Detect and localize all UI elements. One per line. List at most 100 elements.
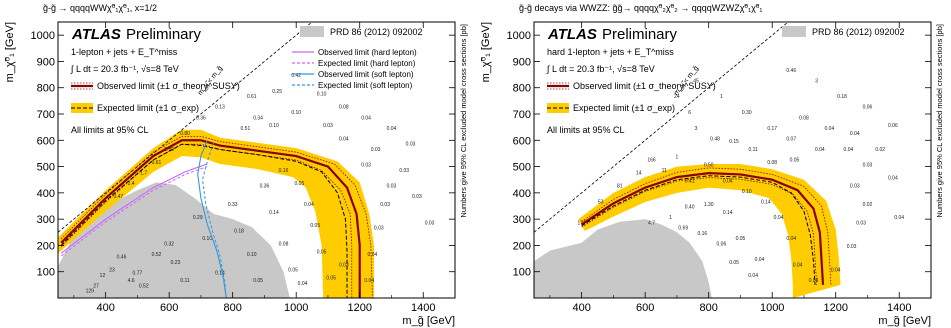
xsec-value: 0.04 — [774, 215, 784, 221]
xsec-value: 0.04 — [723, 178, 733, 184]
xsec-value: 24 — [674, 94, 680, 100]
y-tick-label: 900 — [513, 56, 531, 68]
xsec-value: 0.10 — [202, 236, 212, 242]
xsec-value: 0.04 — [361, 115, 371, 121]
xsec-value: 0.04 — [815, 147, 825, 153]
plot-frame — [533, 21, 932, 299]
xsec-value: 0.03 — [380, 202, 390, 208]
xsec-value: 0.03 — [863, 163, 873, 169]
xsec-value: 0.61 — [152, 160, 162, 166]
prd-legend-label: PRD 86 (2012) 092002 — [330, 27, 423, 37]
xsec-value: 0.07 — [786, 136, 796, 142]
y-tick-label: 1000 — [507, 30, 531, 42]
xsec-value: 0.04 — [755, 257, 765, 263]
legend-label: Observed limit (±1 σ_theory^SUSY) — [573, 81, 716, 91]
preliminary-label: Preliminary — [602, 26, 678, 43]
x-tick-label: 800 — [700, 302, 718, 314]
z-axis-title: Numbers give 95% CL excluded model cross… — [935, 24, 944, 218]
xsec-value: 3 — [695, 126, 698, 132]
xsec-value: 1.30 — [704, 202, 714, 208]
xsec-value: 0.36 — [196, 115, 206, 121]
xsec-value: 0.04 — [304, 202, 314, 208]
series-line-observed — [581, 172, 825, 285]
xsec-value: 0.05 — [288, 268, 298, 274]
y-tick-label: 900 — [37, 56, 55, 68]
xsec-value: 0.10 — [247, 252, 257, 258]
x-tick-label: 400 — [572, 302, 590, 314]
y-tick-label: 500 — [37, 162, 55, 174]
xsec-value: 0.04 — [844, 147, 854, 153]
x-tick-label: 600 — [636, 302, 654, 314]
left-exclusion-plot: 129 27 12 23 0.46 4.6 0.77 0.52 0.52 0.32 0.23 0.11… — [4, 3, 468, 327]
xsec-value: 0.04 — [786, 236, 796, 242]
legend-label: Expected limit (±1 σ_exp) — [97, 103, 199, 113]
observed-theory-down-line — [60, 143, 353, 298]
xsec-value: 1 — [720, 94, 723, 100]
legend-label: Expected limit (±1 σ_exp) — [573, 103, 675, 113]
xsec-value: 0.05 — [317, 249, 327, 255]
lumi-text: ∫ L dt = 20.3 fb⁻¹, √s=8 TeV — [70, 64, 179, 74]
xsec-value: 0.80 — [164, 147, 174, 153]
legend-label: Observed limit (hard lepton) — [318, 48, 417, 57]
xsec-value: 0.46 — [117, 255, 127, 261]
xsec-value: 1.7 — [140, 170, 147, 176]
xsec-value: 129 — [86, 289, 95, 295]
xsec-value: 0.04 — [364, 278, 374, 284]
xsec-value: 0.03 — [339, 262, 349, 268]
xsec-value: 0.04 — [894, 215, 904, 221]
xsec-value: 0.04 — [339, 136, 349, 142]
xsec-value: 0.05 — [310, 223, 320, 229]
xsec-value: 0.16 — [279, 168, 289, 174]
y-tick-label: 300 — [37, 214, 55, 226]
xsec-value: 2.4 — [128, 181, 135, 187]
xsec-value: 0.13 — [215, 105, 225, 111]
y-tick-label: 200 — [513, 240, 531, 252]
xsec-value: 0.03 — [371, 147, 381, 153]
xsec-value: 0.25 — [272, 89, 282, 95]
series-line-expected — [60, 143, 348, 298]
xsec-value: 0.69 — [678, 226, 688, 232]
y-tick-label: 600 — [37, 135, 55, 147]
legend-swatch-expected-band — [71, 103, 93, 113]
xsec-value: 53 — [598, 199, 604, 205]
xsec-value: 1 — [676, 155, 679, 161]
xsec-value: 0.08 — [339, 105, 349, 111]
xsec-value: 0.04 — [793, 262, 803, 268]
xsec-value: 0.06 — [863, 105, 873, 111]
x-tick-label: 1000 — [760, 302, 784, 314]
xsec-value: 0.40 — [685, 205, 695, 211]
y-tick-label: 700 — [37, 109, 55, 121]
xsec-value: 0.10 — [291, 110, 301, 116]
xsec-value: 0.06 — [888, 123, 898, 129]
y-tick-label: 300 — [513, 214, 531, 226]
y-tick-label: 400 — [513, 188, 531, 200]
xsec-value: 0.11 — [180, 278, 190, 284]
cl-note: All limits at 95% CL — [71, 125, 149, 135]
xsec-value: 0.03 — [856, 220, 866, 226]
x-tick-label: 1400 — [411, 302, 435, 314]
xsec-value: 0.34 — [253, 115, 263, 121]
y-tick-label: 800 — [513, 83, 531, 95]
x-tick-label: 1000 — [284, 302, 308, 314]
plot-title: g̃-g̃ → qqqqWWχ̃⁰₁χ̃⁰₁, x=1/2 — [43, 3, 157, 13]
analysis-text: 1-lepton + jets + E_T^miss — [71, 47, 178, 57]
xsec-value: 45 — [693, 78, 699, 84]
legend-label: Expected limit (hard lepton) — [318, 59, 416, 68]
x-tick-label: 1400 — [887, 302, 911, 314]
prd-excluded-region — [534, 219, 712, 298]
xsec-value: 0.61 — [247, 94, 257, 100]
left-plot-svg: 1292712230.464.60.770.520.520.320.230.11… — [4, 3, 468, 327]
xsec-value: 0.06 — [717, 241, 727, 247]
xsec-value: 0.04 — [809, 278, 819, 284]
x-axis-title: m_g̃ [GeV] — [402, 315, 455, 327]
xsec-value: 0.41 — [685, 178, 695, 184]
xsec-value: 0.04 — [748, 273, 758, 279]
xsec-value: 0.02 — [863, 202, 873, 208]
xsec-value: 0.03 — [361, 163, 371, 169]
xsec-value: 0.04 — [298, 281, 308, 287]
y-tick-label: 100 — [513, 267, 531, 279]
xsec-value: 0.32 — [164, 241, 174, 247]
series-line-hard_exp — [60, 166, 208, 257]
series-line-hard_obs — [60, 163, 208, 254]
xsec-value: 0.52 — [139, 283, 149, 289]
